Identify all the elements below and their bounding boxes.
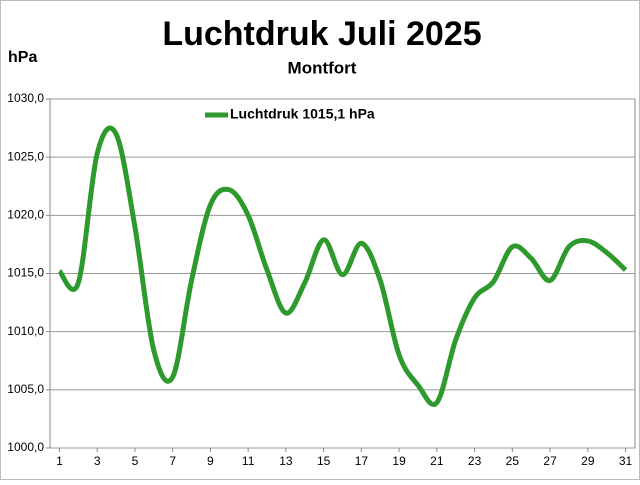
x-tick-label: 13	[279, 454, 293, 468]
x-tick-label: 15	[317, 454, 331, 468]
y-tick-label: 1020,0	[7, 208, 44, 222]
x-tick-label: 7	[169, 454, 176, 468]
data-line	[57, 125, 628, 407]
y-tick-label: 1000,0	[7, 440, 44, 454]
x-tick-label: 31	[619, 454, 633, 468]
x-tick-label: 1	[56, 454, 63, 468]
x-tick-label: 3	[94, 454, 101, 468]
x-tick-label: 25	[506, 454, 520, 468]
chart-title: Luchtdruk Juli 2025	[162, 15, 481, 53]
x-tick-label: 27	[543, 454, 557, 468]
y-tick-label: 1025,0	[7, 149, 44, 163]
chart-subtitle: Montfort	[288, 58, 357, 77]
x-tick-label: 23	[468, 454, 482, 468]
y-tick-label: 1015,0	[7, 266, 44, 280]
legend-label: Luchtdruk 1015,1 hPa	[230, 106, 375, 122]
x-tick-label: 19	[392, 454, 406, 468]
x-tick-label: 29	[581, 454, 595, 468]
x-tick-label: 21	[430, 454, 444, 468]
x-tick-label: 17	[355, 454, 369, 468]
x-tick-label: 5	[132, 454, 139, 468]
y-tick-label: 1005,0	[7, 382, 44, 396]
x-tick-label: 11	[242, 454, 255, 468]
y-axis-label: hPa	[8, 49, 37, 66]
y-tick-label: 1010,0	[7, 324, 44, 338]
x-tick-label: 9	[207, 454, 214, 468]
y-tick-label: 1030,0	[7, 91, 44, 105]
